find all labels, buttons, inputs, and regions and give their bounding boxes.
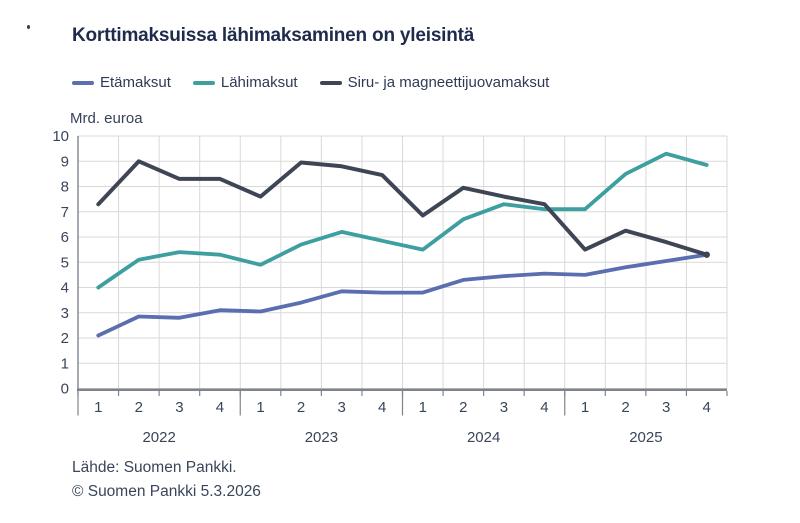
x-tick-label: 3 [500,399,508,416]
x-year-label: 2022 [142,429,175,446]
x-tick-label: 3 [662,399,670,416]
x-tick-label: 4 [216,399,224,416]
y-tick-label: 5 [61,254,69,271]
x-tick-label: 3 [337,399,345,416]
legend-swatch-lahimaksut [192,80,215,85]
y-tick-label: 1 [61,355,69,372]
y-tick-label: 7 [61,204,69,221]
legend-swatch-siru [319,80,342,85]
y-tick-label: 8 [61,179,69,196]
chart-title: Korttimaksuissa lähimaksaminen on yleisi… [72,25,475,46]
x-tick-label: 2 [135,399,143,416]
x-tick-label: 4 [378,399,386,416]
x-tick-label: 4 [703,399,711,416]
x-year-label: 2025 [629,429,662,446]
copyright-note: © Suomen Pankki 5.3.2026 [72,483,261,500]
x-tick-label: 1 [94,399,102,416]
legend: Etämaksut Lähimaksut Siru- ja magneettij… [72,74,549,91]
y-tick-label: 9 [61,153,69,170]
series-line-3 [96,159,709,257]
legend-label-etamaksut: Etämaksut [100,74,171,91]
y-tick-label: 10 [52,128,69,145]
series-end-marker [703,251,710,258]
y-axis-unit-label: Mrd. euroa [70,110,143,127]
legend-item-lahimaksut: Lähimaksut [192,74,298,91]
y-tick-label: 6 [61,229,69,246]
x-tick-label: 2 [621,399,629,416]
x-tick-label: 4 [540,399,548,416]
y-tick-label: 3 [61,305,69,322]
x-year-label: 2024 [467,429,500,446]
legend-swatch-etamaksut [72,80,94,85]
y-tick-label: 0 [61,381,69,398]
footer: Lähde: Suomen Pankki. © Suomen Pankki 5.… [72,456,261,504]
x-tick-label: 1 [419,399,427,416]
legend-label-siru: Siru- ja magneettijuovamaksut [347,74,550,91]
y-tick-label: 2 [61,330,69,347]
y-tick-label: 4 [61,280,69,297]
x-year-label: 2023 [305,429,338,446]
legend-item-etamaksut: Etämaksut [72,74,171,91]
legend-item-siru: Siru- ja magneettijuovamaksut [319,74,550,91]
source-note: Lähde: Suomen Pankki. [72,459,237,476]
x-tick-label: 2 [297,399,305,416]
artifact-dot [27,25,30,29]
series-line-2 [96,151,709,290]
x-tick-label: 3 [175,399,183,416]
series-line-1 [96,252,709,338]
x-tick-label: 2 [459,399,467,416]
legend-label-lahimaksut: Lähimaksut [220,74,298,91]
x-tick-label: 1 [256,399,264,416]
x-tick-label: 1 [581,399,589,416]
